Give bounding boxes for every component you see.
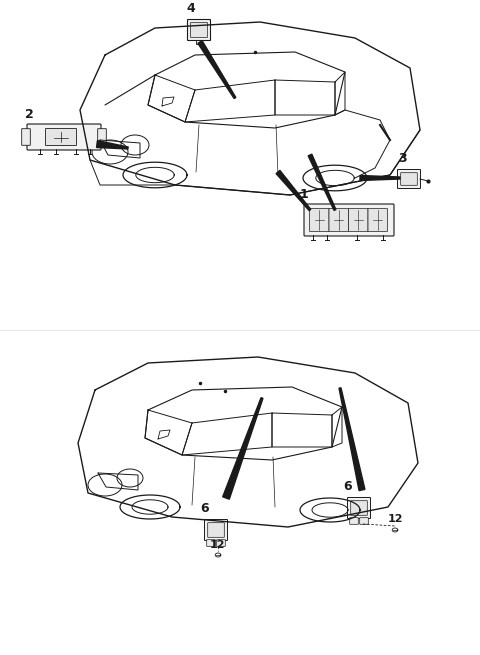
FancyBboxPatch shape <box>348 498 371 519</box>
FancyBboxPatch shape <box>22 128 30 145</box>
FancyBboxPatch shape <box>98 128 106 145</box>
FancyBboxPatch shape <box>304 204 394 236</box>
Polygon shape <box>360 176 400 181</box>
Text: 6: 6 <box>343 480 352 493</box>
FancyBboxPatch shape <box>350 517 358 524</box>
FancyBboxPatch shape <box>204 519 228 540</box>
Polygon shape <box>308 154 336 210</box>
FancyBboxPatch shape <box>216 540 225 546</box>
FancyBboxPatch shape <box>27 124 101 150</box>
FancyBboxPatch shape <box>401 173 417 185</box>
Polygon shape <box>276 170 311 211</box>
Text: 1: 1 <box>300 188 309 201</box>
FancyBboxPatch shape <box>208 523 224 537</box>
FancyBboxPatch shape <box>46 128 76 145</box>
Text: 12: 12 <box>210 540 226 550</box>
Text: 12: 12 <box>388 514 404 524</box>
Text: 2: 2 <box>25 108 34 121</box>
FancyBboxPatch shape <box>207 540 216 546</box>
FancyBboxPatch shape <box>351 500 367 515</box>
FancyBboxPatch shape <box>368 208 387 231</box>
Polygon shape <box>339 388 365 491</box>
Polygon shape <box>96 141 128 149</box>
Text: 3: 3 <box>398 152 407 165</box>
FancyBboxPatch shape <box>310 208 329 231</box>
FancyBboxPatch shape <box>397 170 420 189</box>
FancyBboxPatch shape <box>191 22 207 37</box>
Text: 6: 6 <box>200 502 209 515</box>
FancyBboxPatch shape <box>188 20 211 41</box>
Text: 4: 4 <box>186 2 195 15</box>
Polygon shape <box>223 398 263 499</box>
FancyBboxPatch shape <box>360 517 368 524</box>
Polygon shape <box>198 41 236 98</box>
FancyBboxPatch shape <box>348 208 368 231</box>
FancyBboxPatch shape <box>329 208 348 231</box>
